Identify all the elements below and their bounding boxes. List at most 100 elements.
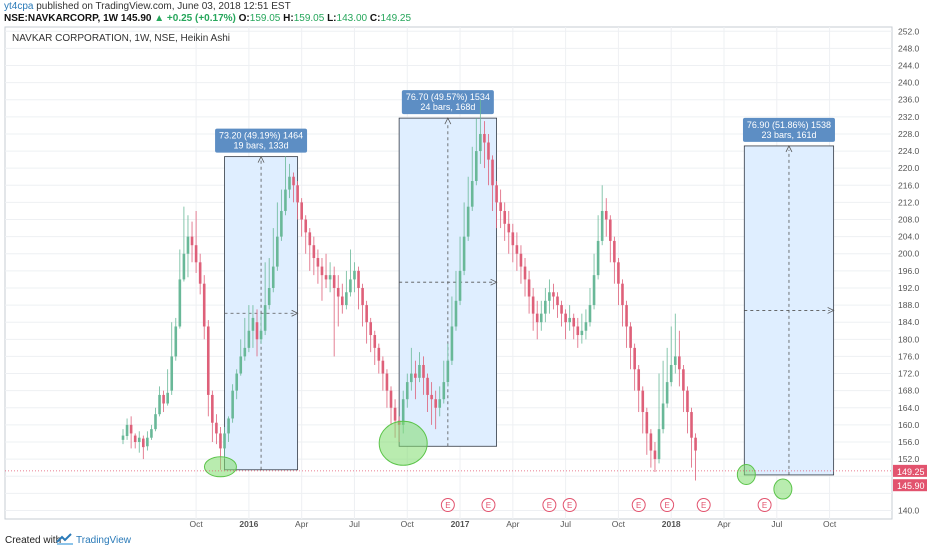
x-tick-label: Oct	[401, 519, 415, 529]
author-link[interactable]: yt4cpa	[4, 1, 34, 12]
last-price: 145.90	[120, 13, 152, 24]
candle-body	[296, 185, 299, 203]
candle-body	[271, 266, 275, 288]
candle-body	[596, 240, 600, 276]
earnings-marker-label: E	[664, 501, 669, 510]
range-label-bars: 24 bars, 168d	[420, 102, 475, 112]
candle-body	[556, 296, 559, 306]
candle-body	[251, 317, 255, 331]
candle-body	[649, 433, 653, 451]
candle-body	[125, 424, 129, 437]
candle-body	[373, 335, 377, 348]
x-tick-label: Apr	[295, 519, 308, 529]
candle-body	[682, 369, 685, 391]
y-tick-label: 220.0	[898, 163, 920, 173]
y-tick-label: 160.0	[898, 420, 920, 430]
candle-body	[349, 279, 352, 293]
y-tick-label: 192.0	[898, 283, 920, 293]
symbol-label: NSE:NAVKARCORP, 1W	[4, 13, 119, 24]
candle-body	[292, 176, 295, 186]
candle-body	[328, 275, 332, 280]
price-lines: 149.25 145.90	[5, 464, 927, 492]
candle-body	[150, 429, 153, 438]
price-change: ▲ +0.25 (+0.17%)	[154, 13, 236, 24]
symbol-line: NSE:NAVKARCORP, 1W 145.90 ▲ +0.25 (+0.17…	[4, 13, 411, 25]
y-tick-label: 140.0	[898, 505, 920, 515]
candle-body	[434, 399, 437, 408]
candle-body	[243, 347, 247, 357]
range-label-bars: 19 bars, 133d	[234, 141, 289, 151]
price-tag-text: 149.25	[897, 467, 925, 477]
tradingview-logo-icon	[56, 533, 73, 545]
candle-body	[576, 326, 580, 336]
candle-body	[564, 313, 567, 323]
candle-body	[503, 210, 507, 224]
candle-body	[568, 317, 571, 323]
candle-body	[300, 202, 303, 220]
candle-body	[206, 326, 210, 395]
price-axis[interactable]: 140.0 152.0 156.0 160.0 164.0 168.0 172.0 176.0…	[898, 26, 920, 515]
candle-body	[288, 176, 291, 190]
candle-body	[617, 262, 620, 284]
candle-body	[454, 300, 458, 327]
candle-body	[572, 317, 576, 327]
candle-body	[198, 262, 202, 284]
candle-body	[357, 270, 360, 288]
candle-body	[133, 435, 137, 442]
candle-body	[211, 394, 214, 423]
y-tick-label: 200.0	[898, 249, 920, 259]
range-label-value: 76.70 (49.57%) 1534	[406, 92, 490, 102]
close-value: 149.25	[380, 13, 412, 24]
candle-body	[219, 433, 222, 449]
candle-body	[673, 356, 677, 365]
candle-body	[633, 347, 636, 370]
candle-body	[548, 292, 551, 301]
time-axis[interactable]: Oct 2016 Apr Jul Oct 2017 Apr Jul Oct 2018 Apr Jul O…	[189, 519, 836, 529]
candle-body	[519, 253, 523, 267]
earnings-marker-label: E	[445, 501, 450, 510]
candle-body	[284, 189, 287, 211]
candle-body	[389, 390, 393, 408]
candle-body	[324, 275, 328, 280]
earnings-marker-label: E	[701, 501, 706, 510]
candle-body	[121, 435, 125, 440]
candle-body	[312, 245, 316, 259]
y-tick-label: 228.0	[898, 129, 920, 139]
candle-body	[552, 292, 555, 297]
candle-body	[316, 258, 320, 267]
tradingview-brand[interactable]: TradingView	[76, 535, 132, 546]
y-tick-label: 204.0	[898, 232, 920, 242]
chart-title: NAVKAR CORPORATION, 1W, NSE, Heikin Ashi	[12, 33, 230, 44]
highlight-circles	[203, 420, 793, 500]
candle-body	[178, 279, 182, 327]
created-with-text: Created with	[5, 535, 62, 546]
candle-body	[345, 292, 348, 306]
candle-body	[239, 356, 243, 374]
y-tick-label: 232.0	[898, 112, 920, 122]
highlight-circle	[773, 478, 793, 500]
earnings-marker	[757, 498, 772, 512]
candle-body	[247, 330, 251, 348]
candle-body	[227, 418, 230, 434]
x-tick-label: Oct	[189, 519, 203, 529]
candle-body	[527, 279, 531, 297]
candle-body	[430, 394, 433, 400]
candle-body	[539, 313, 543, 323]
candle-body	[544, 300, 547, 314]
candle-body	[592, 275, 596, 306]
candle-body	[235, 373, 239, 391]
candle-body	[507, 223, 511, 233]
candle-body	[446, 360, 450, 383]
candle-body	[629, 326, 632, 348]
candle-body	[154, 414, 157, 430]
earnings-marker-label: E	[486, 501, 491, 510]
candle-body	[231, 390, 234, 419]
candle-body	[641, 390, 645, 413]
candle-body	[377, 347, 381, 361]
open-label: O:	[238, 13, 250, 24]
candle-body	[215, 422, 218, 434]
earnings-marker-label: E	[762, 501, 767, 510]
candle-body	[487, 142, 490, 160]
